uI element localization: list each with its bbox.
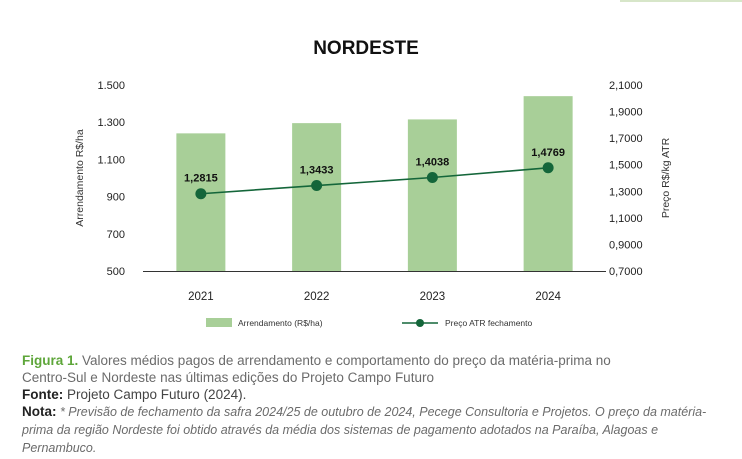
figure-caption: Figura 1. Valores médios pagos de arrend… <box>22 352 722 457</box>
top-accent-line <box>620 0 742 2</box>
line-point-preco-atr <box>542 162 554 174</box>
y-tick-label-right: 1,9000 <box>609 107 643 119</box>
caption-line-1: Figura 1. Valores médios pagos de arrend… <box>22 352 722 369</box>
legend-swatch-bar <box>206 318 232 327</box>
caption-line-2: Centro-Sul e Nordeste nas últimas ediçõe… <box>22 369 722 386</box>
data-label: 1,4038 <box>416 156 450 168</box>
bar-arrendamento <box>523 96 573 271</box>
data-label: 1,2815 <box>184 173 218 185</box>
y-tick-label-left: 500 <box>107 266 125 278</box>
y-tick-label-left: 1.300 <box>97 117 125 129</box>
x-tick-label: 2022 <box>304 291 330 303</box>
chart-panel: NORDESTE 500 700 900 1.100 1.300 1.500 0,7000 0,… <box>74 0 742 328</box>
y-tick-label-right: 1,7000 <box>609 133 643 145</box>
legend-label-arrendamento: Arrendamento (R$/ha) <box>238 318 323 328</box>
fonte-label: Fonte: <box>22 387 64 402</box>
data-label: 1,4769 <box>531 147 565 159</box>
x-tick-label: 2023 <box>420 291 446 303</box>
y-tick-label-left: 1.500 <box>97 80 125 92</box>
y-tick-label-right: 1,5000 <box>609 160 643 172</box>
y-axis-label-right: Preço R$/kg ATR <box>660 137 672 218</box>
fonte-line: Fonte: Projeto Campo Futuro (2024). <box>22 386 722 403</box>
bar-arrendamento <box>292 123 342 271</box>
fonte-text: Projeto Campo Futuro (2024). <box>63 387 247 402</box>
y-tick-label-right: 0,7000 <box>609 266 643 278</box>
chart-svg: NORDESTE 500 700 900 1.100 1.300 1.500 0,7000 0,… <box>74 38 672 328</box>
line-point-preco-atr <box>195 188 207 200</box>
nota-line: Nota: * Previsão de fechamento da safra … <box>22 403 722 457</box>
x-tick-label: 2024 <box>535 291 561 303</box>
y-tick-label-right: 0,9000 <box>609 239 643 251</box>
nota-label: Nota: <box>22 404 57 419</box>
y-tick-label-left: 700 <box>107 229 125 241</box>
caption-text-1: Valores médios pagos de arrendamento e c… <box>78 353 611 368</box>
y-tick-label-left: 900 <box>107 192 125 204</box>
y-tick-label-right: 1,3000 <box>609 186 643 198</box>
data-label: 1,3433 <box>300 165 334 177</box>
nota-text: * Previsão de fechamento da safra 2024/2… <box>22 405 707 455</box>
y-tick-label-left: 1.100 <box>97 154 125 166</box>
y-tick-label-right: 1,1000 <box>609 213 643 225</box>
chart-title: NORDESTE <box>313 38 419 59</box>
line-point-preco-atr <box>311 180 323 192</box>
y-axis-label-left: Arrendamento R$/ha <box>74 129 86 227</box>
legend-label-preco: Preço ATR fechamento <box>445 318 533 328</box>
legend-swatch-marker <box>416 319 424 327</box>
x-tick-label: 2021 <box>188 291 214 303</box>
y-tick-label-right: 2,1000 <box>609 80 643 92</box>
line-preco-atr <box>200 166 549 195</box>
figure-label: Figura 1. <box>22 353 79 368</box>
bar-arrendamento <box>176 133 226 271</box>
line-point-preco-atr <box>426 171 438 183</box>
bar-arrendamento <box>407 119 457 271</box>
caption-text-2: Centro-Sul e Nordeste nas últimas ediçõe… <box>22 370 434 385</box>
